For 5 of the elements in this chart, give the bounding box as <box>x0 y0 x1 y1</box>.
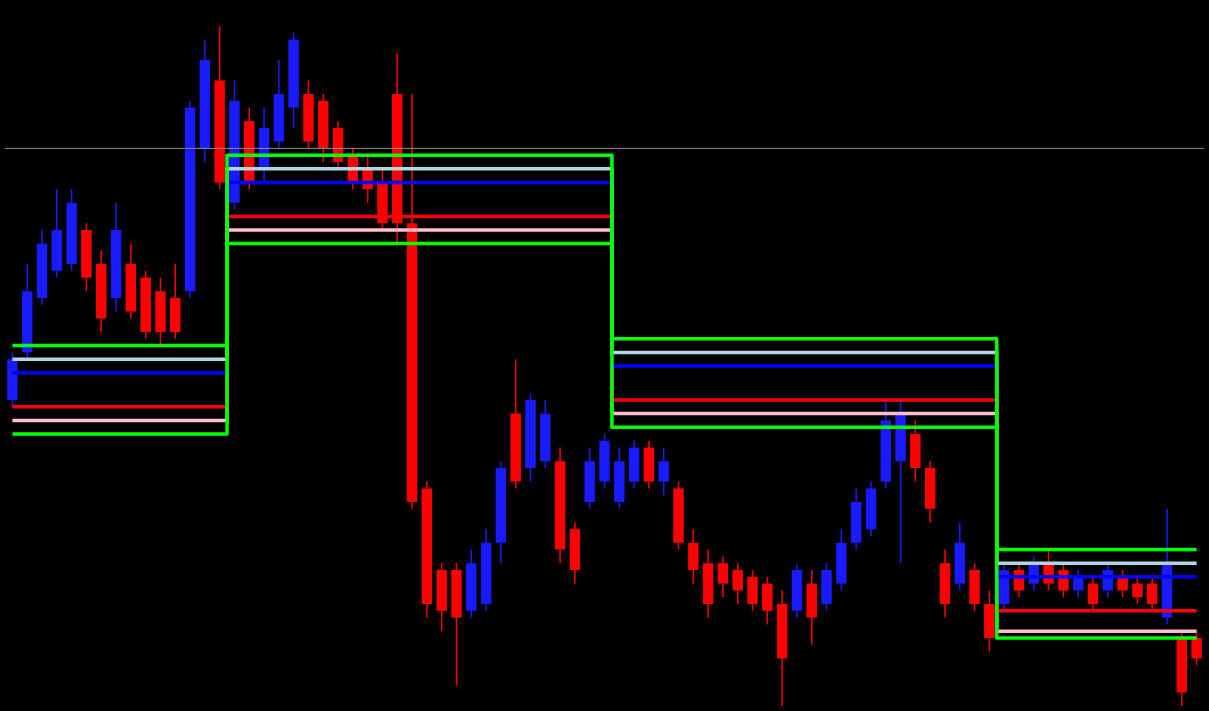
candlestick <box>717 555 729 598</box>
candlestick <box>1132 576 1143 605</box>
candlestick <box>1191 630 1202 666</box>
candlestick <box>732 562 743 605</box>
candlestick <box>658 446 669 496</box>
